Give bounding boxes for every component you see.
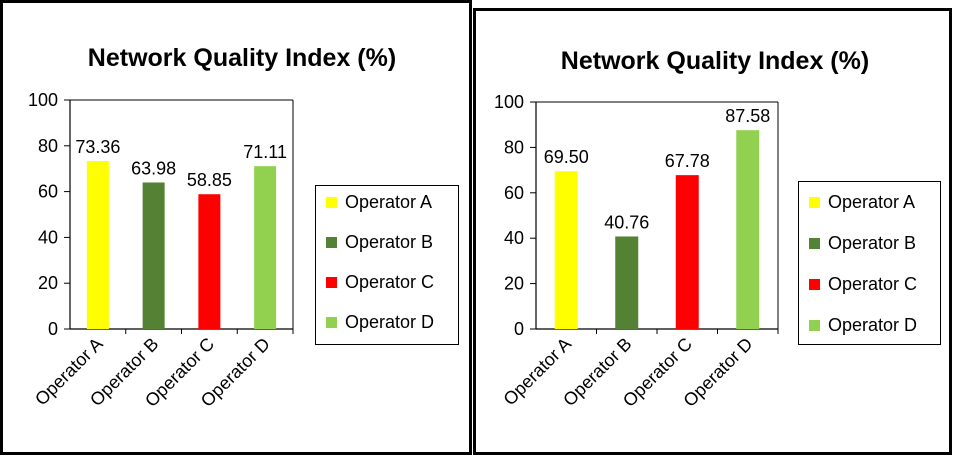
- bar: [142, 182, 165, 329]
- bar: [198, 194, 221, 329]
- bar: [736, 130, 760, 329]
- legend-label: Operator A: [345, 192, 433, 212]
- legend-label: Operator C: [345, 272, 435, 292]
- data-label: 71.11: [243, 142, 287, 162]
- y-tick-label: 20: [504, 274, 524, 294]
- legend-swatch: [326, 317, 337, 328]
- legend-item: Operator C: [326, 272, 434, 293]
- legend-left: Operator A Operator B Operator C Operato…: [315, 185, 459, 345]
- legend-right: Operator A Operator B Operator C Operato…: [798, 181, 941, 345]
- y-tick-label: 0: [514, 319, 524, 339]
- chart-title: Network Quality Index (%): [88, 44, 396, 72]
- bar-chart-left: Network Quality Index (%) 0 20 40 60 80 100 73.…: [28, 44, 396, 411]
- y-tick-label: 20: [38, 273, 58, 293]
- y-tick-label: 60: [504, 183, 524, 203]
- data-label: 63.98: [131, 158, 176, 178]
- bar: [615, 236, 639, 329]
- data-label: 40.76: [604, 212, 649, 232]
- legend-item: Operator B: [809, 233, 916, 254]
- chart-panel-right: Network Quality Index (%) 0 20 40 60 80 100 69.…: [473, 8, 952, 455]
- y-tick-label: 100: [494, 92, 524, 112]
- y-tick-label: 80: [38, 136, 58, 156]
- legend-label: Operator C: [828, 274, 918, 294]
- data-label: 67.78: [665, 151, 710, 171]
- bar: [86, 161, 109, 329]
- legend-label: Operator D: [828, 315, 918, 335]
- legend-item: Operator A: [809, 192, 915, 213]
- legend-item: Operator B: [326, 232, 433, 253]
- legend-swatch: [326, 237, 337, 248]
- legend-label: Operator D: [345, 312, 435, 332]
- legend-label: Operator B: [345, 232, 434, 252]
- data-label: 69.50: [544, 147, 589, 167]
- legend-item: Operator D: [809, 315, 917, 336]
- data-label: 73.36: [75, 137, 120, 157]
- y-tick-label: 80: [504, 137, 524, 157]
- legend-label: Operator B: [828, 233, 917, 253]
- bar: [554, 171, 578, 329]
- chart-panel-left: Network Quality Index (%) 0 20 40 60 80 100 73.…: [0, 0, 472, 455]
- chart-title: Network Quality Index (%): [561, 47, 869, 75]
- y-tick-label: 100: [28, 90, 58, 110]
- legend-item: Operator C: [809, 274, 917, 295]
- y-tick-label: 40: [38, 227, 58, 247]
- y-tick-label: 0: [48, 319, 58, 339]
- legend-swatch: [809, 279, 820, 290]
- legend-swatch: [326, 197, 337, 208]
- y-tick-label: 60: [38, 182, 58, 202]
- legend-swatch: [809, 197, 820, 208]
- bar-chart-right: Network Quality Index (%) 0 20 40 60 80 100 69.…: [494, 47, 869, 411]
- legend-swatch: [809, 238, 820, 249]
- bar: [254, 166, 277, 329]
- data-label: 87.58: [725, 106, 770, 126]
- legend-swatch: [326, 277, 337, 288]
- legend-label: Operator A: [828, 192, 916, 212]
- legend-item: Operator A: [326, 192, 432, 213]
- legend-item: Operator D: [326, 312, 434, 333]
- legend-swatch: [809, 320, 820, 331]
- bar: [675, 175, 699, 329]
- data-label: 58.85: [187, 170, 232, 190]
- y-tick-label: 40: [504, 228, 524, 248]
